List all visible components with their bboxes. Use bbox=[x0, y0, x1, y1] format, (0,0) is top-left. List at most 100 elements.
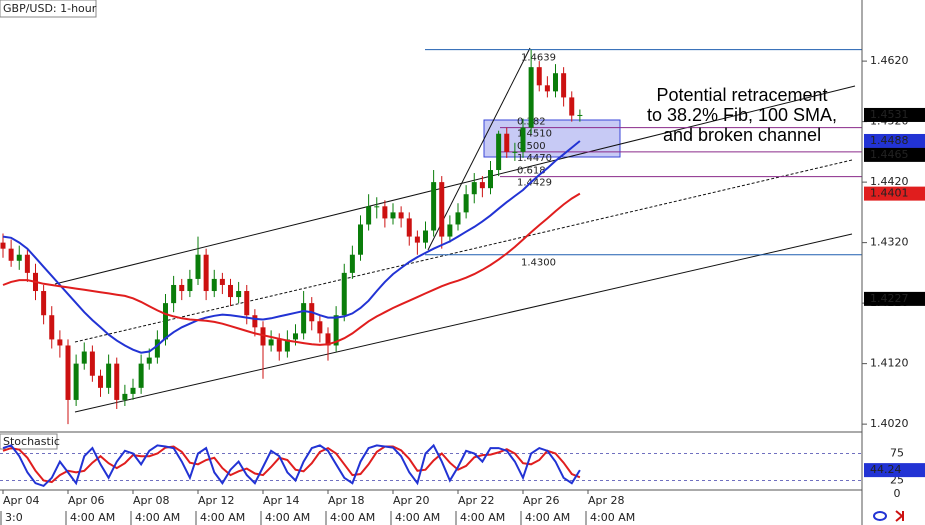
y-tick-label: 1.4320 bbox=[870, 236, 909, 249]
candle-body bbox=[325, 333, 331, 346]
x-tick-label: Apr 04 bbox=[3, 494, 40, 507]
candle-body bbox=[219, 278, 225, 285]
candle-body bbox=[544, 85, 550, 92]
chart-title: GBP/USD: 1-hour bbox=[3, 2, 97, 15]
stoch-marker-label: 44.24 bbox=[870, 463, 902, 476]
candle-body bbox=[358, 224, 363, 255]
swing-line bbox=[427, 47, 531, 251]
x-tick-label-2: 4:00 AM bbox=[135, 511, 180, 524]
x-tick-label: Apr 22 bbox=[458, 494, 495, 507]
candle-body bbox=[504, 133, 510, 152]
x-tick-label-2: 4:00 AM bbox=[460, 511, 505, 524]
channel-middle bbox=[74, 159, 853, 343]
candle-body bbox=[203, 254, 209, 292]
candle-body bbox=[195, 254, 201, 279]
x-tick-label-2: 4:00 AM bbox=[395, 511, 440, 524]
candle-body bbox=[138, 363, 144, 388]
stoch-marker bbox=[864, 463, 925, 478]
candle-body bbox=[260, 327, 266, 346]
fib-price: 1.4429 bbox=[517, 178, 552, 189]
candle-body bbox=[431, 182, 437, 231]
link-icon[interactable] bbox=[873, 511, 887, 521]
candle-body bbox=[57, 339, 63, 346]
candle-body bbox=[471, 182, 477, 195]
candle-body bbox=[81, 351, 87, 364]
toolbar-icons[interactable] bbox=[873, 510, 904, 522]
title-box bbox=[0, 0, 97, 18]
candle-body bbox=[122, 393, 128, 400]
candle-body bbox=[569, 97, 575, 116]
candle-body bbox=[293, 333, 298, 340]
candle-body bbox=[561, 73, 567, 98]
stoch-title: Stochastic bbox=[3, 435, 60, 448]
candle-body bbox=[512, 151, 518, 153]
x-tick-label-2: 3:0 bbox=[5, 511, 23, 524]
channel-upper bbox=[54, 85, 856, 285]
candle-body bbox=[276, 339, 282, 352]
fib-ratio: 0.500 bbox=[517, 141, 546, 152]
y-tick-label: 1.4620 bbox=[870, 54, 909, 67]
candle-body bbox=[374, 206, 380, 208]
candle-body bbox=[154, 339, 160, 358]
annotation: Potential retracement bbox=[656, 85, 827, 105]
x-tick-label-2: 4:00 AM bbox=[590, 511, 635, 524]
candle-body bbox=[553, 73, 558, 92]
candle-body bbox=[423, 230, 428, 243]
x-tick-label-2: 4:00 AM bbox=[200, 511, 245, 524]
x-tick-label: Apr 08 bbox=[133, 494, 170, 507]
x-tick-label: Apr 20 bbox=[393, 494, 430, 507]
candle-body bbox=[463, 194, 469, 213]
candle-body bbox=[447, 224, 453, 237]
x-tick-label: Apr 06 bbox=[68, 494, 105, 507]
candle-body bbox=[341, 272, 347, 316]
x-tick-label-2: 4:00 AM bbox=[330, 511, 375, 524]
candle-body bbox=[528, 67, 534, 128]
fib-ratio: 0.618 bbox=[517, 166, 546, 177]
candle-body bbox=[0, 242, 6, 249]
y-tick-label: 1.4020 bbox=[870, 417, 909, 430]
candle-body bbox=[89, 351, 95, 376]
candle-body bbox=[187, 278, 193, 292]
x-tick-label: Apr 12 bbox=[198, 494, 235, 507]
stoch-title-box bbox=[0, 433, 58, 450]
candle-body bbox=[179, 284, 185, 292]
candle-body bbox=[163, 303, 168, 340]
x-tick-label: Apr 18 bbox=[328, 494, 365, 507]
plot: 1.46391.43000.3821.45100.5001.44700.6181… bbox=[0, 49, 862, 425]
fib-price: 1.4470 bbox=[517, 153, 552, 164]
fib-price: 1.4510 bbox=[517, 129, 552, 140]
candle-body bbox=[114, 363, 120, 400]
x-tick-label-2: 4:00 AM bbox=[70, 511, 115, 524]
candle-body bbox=[488, 170, 493, 189]
candle-body bbox=[73, 363, 79, 400]
candle-body bbox=[382, 206, 388, 219]
candle-body bbox=[301, 303, 307, 334]
level-label: 1.4300 bbox=[521, 258, 556, 269]
candle-body bbox=[228, 284, 233, 298]
candle-body bbox=[390, 212, 396, 219]
candle-body bbox=[24, 254, 30, 273]
candle-body bbox=[211, 278, 217, 292]
candle-body bbox=[65, 345, 71, 400]
candle-body bbox=[41, 291, 47, 316]
candle-body bbox=[479, 182, 485, 189]
price-marker-label: 1.4488 bbox=[870, 134, 909, 147]
candle-body bbox=[49, 315, 55, 340]
price-marker bbox=[864, 186, 925, 201]
candle-body bbox=[236, 291, 242, 298]
price-marker bbox=[864, 107, 925, 122]
candle-body bbox=[8, 248, 14, 261]
jump-icon[interactable] bbox=[895, 510, 904, 522]
candle-body bbox=[106, 363, 112, 388]
candle-body bbox=[520, 127, 526, 152]
annotation: and broken channel bbox=[663, 125, 821, 145]
candle-body bbox=[252, 315, 258, 328]
price-marker-label: 1.4465 bbox=[870, 148, 909, 161]
candle-body bbox=[577, 114, 583, 116]
candle-body bbox=[317, 321, 323, 334]
stoch-tick-label: 75 bbox=[890, 447, 904, 460]
candle-body bbox=[333, 315, 339, 346]
candle-body bbox=[439, 182, 445, 237]
